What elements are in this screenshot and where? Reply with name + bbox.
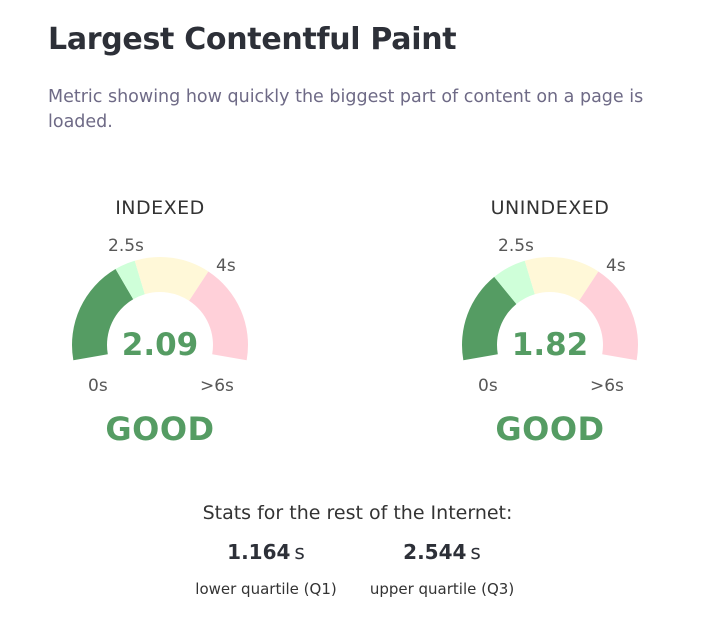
gauge-unindexed: UNINDEXED 0s 2.5s 4s >6s 1.82 GOOD (420, 190, 680, 460)
gauge-good-remaining-segment (115, 260, 145, 300)
gauge-poor-segment (579, 271, 638, 361)
gauge-dial (72, 257, 248, 361)
gauge-dial (462, 257, 638, 361)
gauge-needs-improvement-segment (524, 257, 599, 301)
stat-unit: s (294, 540, 305, 564)
tick-label-poor-threshold: 4s (216, 256, 236, 276)
gauge-poor-segment (189, 271, 248, 361)
tick-label-good-threshold: 2.5s (108, 236, 144, 256)
gauge-fill-segment (462, 276, 517, 361)
gauge-indexed: INDEXED 0s 2.5s 4s >6s 2.09 GOOD (30, 190, 290, 460)
tick-label-max: >6s (200, 376, 234, 396)
gauge-value: 2.09 (121, 327, 199, 363)
tick-label-min: 0s (88, 376, 108, 396)
stat-number: 1.164 (227, 540, 291, 564)
stat-label: lower quartile (Q1) (195, 580, 337, 598)
stat-unit: s (470, 540, 481, 564)
tick-label-min: 0s (478, 376, 498, 396)
gauge-needs-improvement-segment (134, 257, 209, 301)
stat-value: 2.544 s (352, 540, 532, 564)
gauge-status: GOOD (105, 410, 215, 448)
gauge-good-remaining-segment (494, 260, 535, 305)
stat-value: 1.164 s (176, 540, 356, 564)
stats-title: Stats for the rest of the Internet: (202, 502, 513, 524)
gauge-status: GOOD (495, 410, 605, 448)
tick-label-poor-threshold: 4s (606, 256, 626, 276)
stat-lower-quartile: 1.164 s lower quartile (Q1) (176, 540, 356, 598)
tick-label-good-threshold: 2.5s (498, 236, 534, 256)
page-title: Largest Contentful Paint (48, 22, 457, 57)
metric-description: Metric showing how quickly the biggest p… (48, 87, 644, 132)
gauge-label: INDEXED (115, 197, 205, 219)
stat-upper-quartile: 2.544 s upper quartile (Q3) (352, 540, 532, 598)
tick-label-max: >6s (590, 376, 624, 396)
gauge-value: 1.82 (511, 327, 589, 363)
stat-label: upper quartile (Q3) (369, 580, 515, 598)
stat-number: 2.544 (403, 540, 467, 564)
gauge-fill-segment (72, 269, 134, 361)
gauge-label: UNINDEXED (490, 197, 610, 219)
